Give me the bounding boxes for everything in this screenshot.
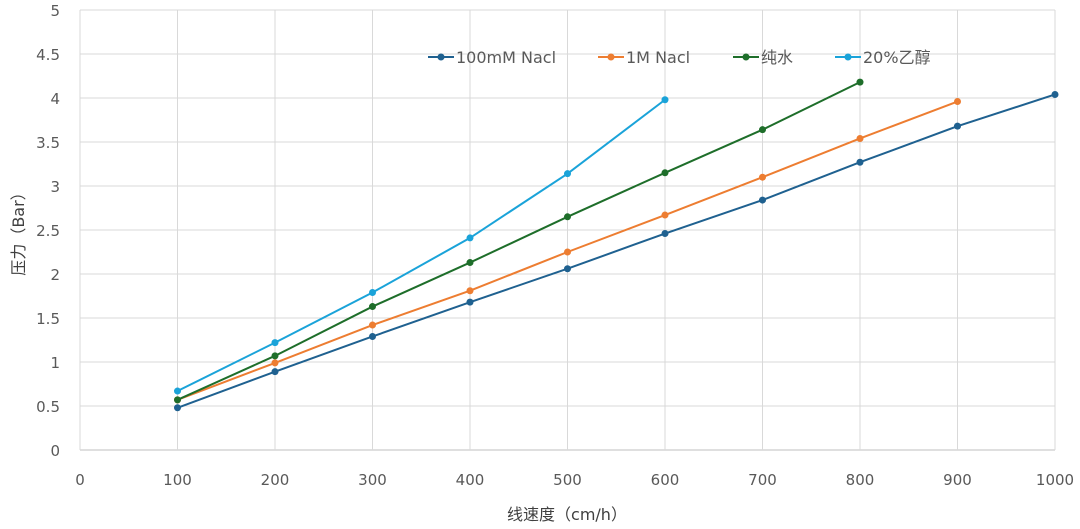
x-tick-label: 900 — [943, 471, 972, 489]
data-point — [466, 259, 474, 267]
y-axis-label: 压力（Bar） — [9, 184, 28, 275]
data-point — [174, 404, 181, 412]
data-point — [271, 368, 279, 376]
data-point — [369, 288, 376, 296]
series-line — [177, 81, 861, 401]
legend-marker — [742, 53, 750, 61]
y-tick-label: 1 — [50, 354, 60, 372]
x-axis-label: 线速度（cm/h） — [507, 505, 627, 524]
series-line — [177, 93, 1056, 409]
y-tick-label: 5 — [50, 2, 60, 20]
y-tick-label: 0.5 — [36, 398, 60, 416]
x-tick-label: 400 — [456, 471, 485, 489]
series-100mM Nacl — [174, 90, 1059, 412]
data-point — [369, 303, 376, 311]
legend-marker — [844, 53, 852, 61]
x-tick-label: 100 — [163, 471, 192, 489]
data-point — [564, 170, 571, 178]
data-point — [661, 211, 669, 219]
data-point — [466, 287, 474, 295]
legend-label: 纯水 — [761, 48, 793, 67]
data-point — [856, 158, 864, 166]
tick-labels: 0 0.5 1 1.5 2 2.5 3 3.5 4 4.5 5 0 100 200 300 400 500 600… — [36, 2, 1074, 489]
y-tick-label: 4.5 — [36, 46, 60, 64]
series-20%乙醇 — [174, 96, 669, 395]
x-tick-label: 800 — [846, 471, 875, 489]
series-lines — [174, 78, 1059, 412]
data-point — [759, 126, 766, 134]
y-tick-label: 0 — [50, 442, 60, 460]
data-point — [369, 321, 376, 329]
legend-marker — [607, 53, 615, 61]
data-point — [759, 196, 766, 204]
data-point — [271, 339, 279, 347]
data-point — [759, 173, 766, 181]
legend: 100mM Nacl 1M Nacl 纯水 20%乙醇 — [428, 48, 931, 67]
data-point — [954, 98, 961, 106]
x-tick-label: 200 — [261, 471, 290, 489]
data-point — [271, 352, 279, 360]
y-tick-label: 4 — [50, 90, 60, 108]
x-tick-label: 600 — [651, 471, 680, 489]
data-point — [661, 169, 669, 177]
series-纯水 — [174, 78, 864, 404]
y-tick-label: 2 — [50, 266, 60, 284]
y-tick-label: 3 — [50, 178, 60, 196]
data-point — [174, 396, 181, 404]
x-tick-label: 1000 — [1036, 471, 1074, 489]
gridlines — [79, 9, 1056, 451]
y-tick-label: 3.5 — [36, 134, 60, 152]
data-point — [564, 213, 571, 221]
data-point — [466, 234, 474, 242]
data-point — [564, 248, 571, 256]
data-point — [954, 122, 961, 130]
legend-marker — [437, 53, 445, 61]
data-point — [661, 96, 669, 104]
x-tick-label: 700 — [748, 471, 777, 489]
legend-label: 20%乙醇 — [863, 48, 931, 67]
x-tick-label: 500 — [553, 471, 582, 489]
x-tick-label: 0 — [75, 471, 85, 489]
y-tick-label: 2.5 — [36, 222, 60, 240]
legend-label: 100mM Nacl — [456, 48, 556, 67]
y-tick-label: 1.5 — [36, 310, 60, 328]
data-point — [466, 298, 474, 306]
data-point — [564, 265, 571, 273]
data-point — [369, 332, 376, 340]
x-tick-label: 300 — [358, 471, 387, 489]
series-line — [177, 98, 666, 392]
data-point — [661, 230, 669, 238]
data-point — [856, 134, 864, 142]
data-point — [1051, 90, 1059, 98]
data-point — [174, 387, 181, 395]
data-point — [856, 78, 864, 86]
data-point — [271, 359, 279, 367]
legend-label: 1M Nacl — [626, 48, 690, 67]
